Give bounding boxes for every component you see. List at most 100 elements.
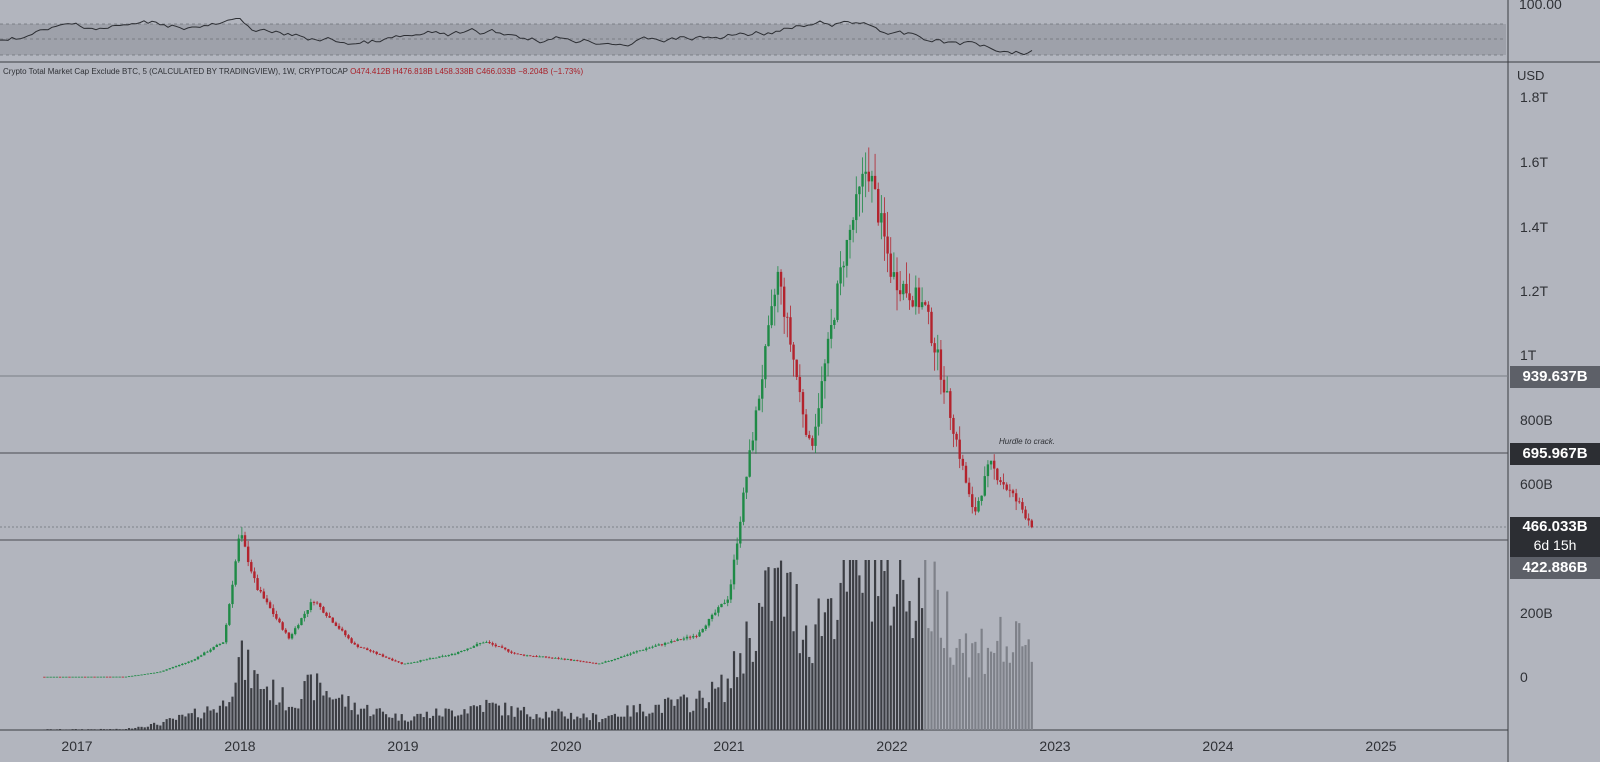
volume-bar (604, 718, 607, 730)
candle-body (231, 584, 234, 605)
volume-bar (472, 705, 475, 730)
volume-bar (986, 647, 990, 730)
volume-bar (798, 653, 801, 730)
candle-body (177, 665, 181, 667)
volume-bar (52, 729, 55, 730)
candle-body (265, 598, 269, 603)
candle-body (845, 239, 849, 266)
candle-body (287, 632, 291, 639)
volume-bar (347, 696, 350, 730)
candle-body (1021, 502, 1024, 510)
volume-bar (1024, 644, 1027, 730)
candle-body (146, 673, 150, 675)
candle-body (836, 283, 839, 320)
price-tag-last: 466.033B 6d 15h (1510, 517, 1600, 557)
volume-bar (344, 706, 347, 730)
y-tick-label: 1.4T (1520, 219, 1548, 235)
volume-bar (203, 712, 206, 730)
candle-body (253, 571, 256, 579)
volume-bar (250, 688, 253, 730)
volume-bar (425, 711, 428, 730)
candle-body (168, 668, 171, 670)
volume-bar (444, 708, 447, 730)
candle-body (917, 287, 921, 308)
volume-bar (544, 711, 548, 730)
volume-bar (808, 656, 811, 730)
volume-bar (209, 710, 212, 730)
candle-body (456, 652, 460, 654)
volume-bars (43, 560, 1033, 730)
volume-bar (131, 728, 134, 730)
volume-bar (253, 670, 256, 730)
candle-body (328, 615, 331, 618)
volume-bar (648, 713, 651, 730)
volume-bar (497, 705, 501, 730)
volume-bar (638, 703, 642, 730)
volume-bar (842, 560, 845, 730)
candle-body (654, 645, 657, 647)
candle-body (384, 656, 388, 658)
volume-bar (877, 596, 880, 730)
candle-body (196, 656, 200, 660)
volume-bar (435, 708, 438, 730)
volume-bar (855, 560, 858, 730)
volume-bar (62, 729, 65, 730)
x-tick-label: 2018 (224, 738, 255, 754)
volume-bar (629, 716, 632, 730)
volume-bar (262, 688, 265, 730)
volume-bar (1008, 662, 1011, 730)
volume-bar (522, 706, 526, 730)
candle-body (140, 674, 143, 676)
plot-background (0, 0, 1508, 762)
volume-bar (297, 708, 300, 730)
candle-body (572, 660, 576, 662)
volume-bar (980, 628, 983, 730)
volume-bar (55, 729, 59, 730)
volume-bar (613, 713, 616, 730)
candle-body (795, 359, 798, 377)
candle-body (350, 638, 353, 643)
candle-body (388, 657, 391, 659)
candle-body (337, 625, 341, 629)
candle-body (952, 417, 955, 434)
volume-bar (964, 633, 968, 730)
volume-bar (946, 591, 949, 730)
candle-body (469, 647, 472, 649)
volume-bar (303, 681, 306, 730)
candle-body (1002, 482, 1005, 485)
candle-body (1024, 509, 1027, 519)
candle-body (225, 624, 228, 643)
candle-body (729, 584, 733, 600)
volume-bar (873, 560, 877, 730)
volume-bar (924, 560, 927, 730)
candle-body (290, 634, 294, 639)
volume-bar (880, 560, 883, 730)
volume-bar (90, 729, 93, 730)
volume-bar (861, 592, 864, 730)
candle-body (873, 175, 877, 189)
volume-bar (491, 702, 494, 730)
volume-bar (839, 582, 842, 730)
candle-body (240, 535, 244, 539)
volume-bar (156, 724, 159, 730)
candle-body (554, 657, 557, 659)
candle-body (588, 661, 592, 663)
volume-bar (620, 716, 623, 730)
x-axis-ticks: 2017 2018 2019 2020 2021 2022 2023 2024 2025 (61, 738, 1396, 754)
volume-bar (704, 708, 707, 730)
candle-body (340, 628, 344, 631)
volume-bar (287, 706, 290, 730)
volume-bar (582, 713, 585, 730)
candle-body (303, 613, 306, 619)
y-tick-label: 200B (1520, 605, 1553, 621)
volume-bar (974, 641, 977, 730)
candle-body (362, 647, 366, 649)
volume-bar (384, 714, 388, 730)
candle-body (306, 610, 309, 614)
volume-bar (394, 713, 397, 730)
candle-body (62, 676, 65, 678)
volume-bar (635, 712, 638, 730)
candle-body (118, 676, 121, 678)
volume-bar (732, 651, 736, 730)
